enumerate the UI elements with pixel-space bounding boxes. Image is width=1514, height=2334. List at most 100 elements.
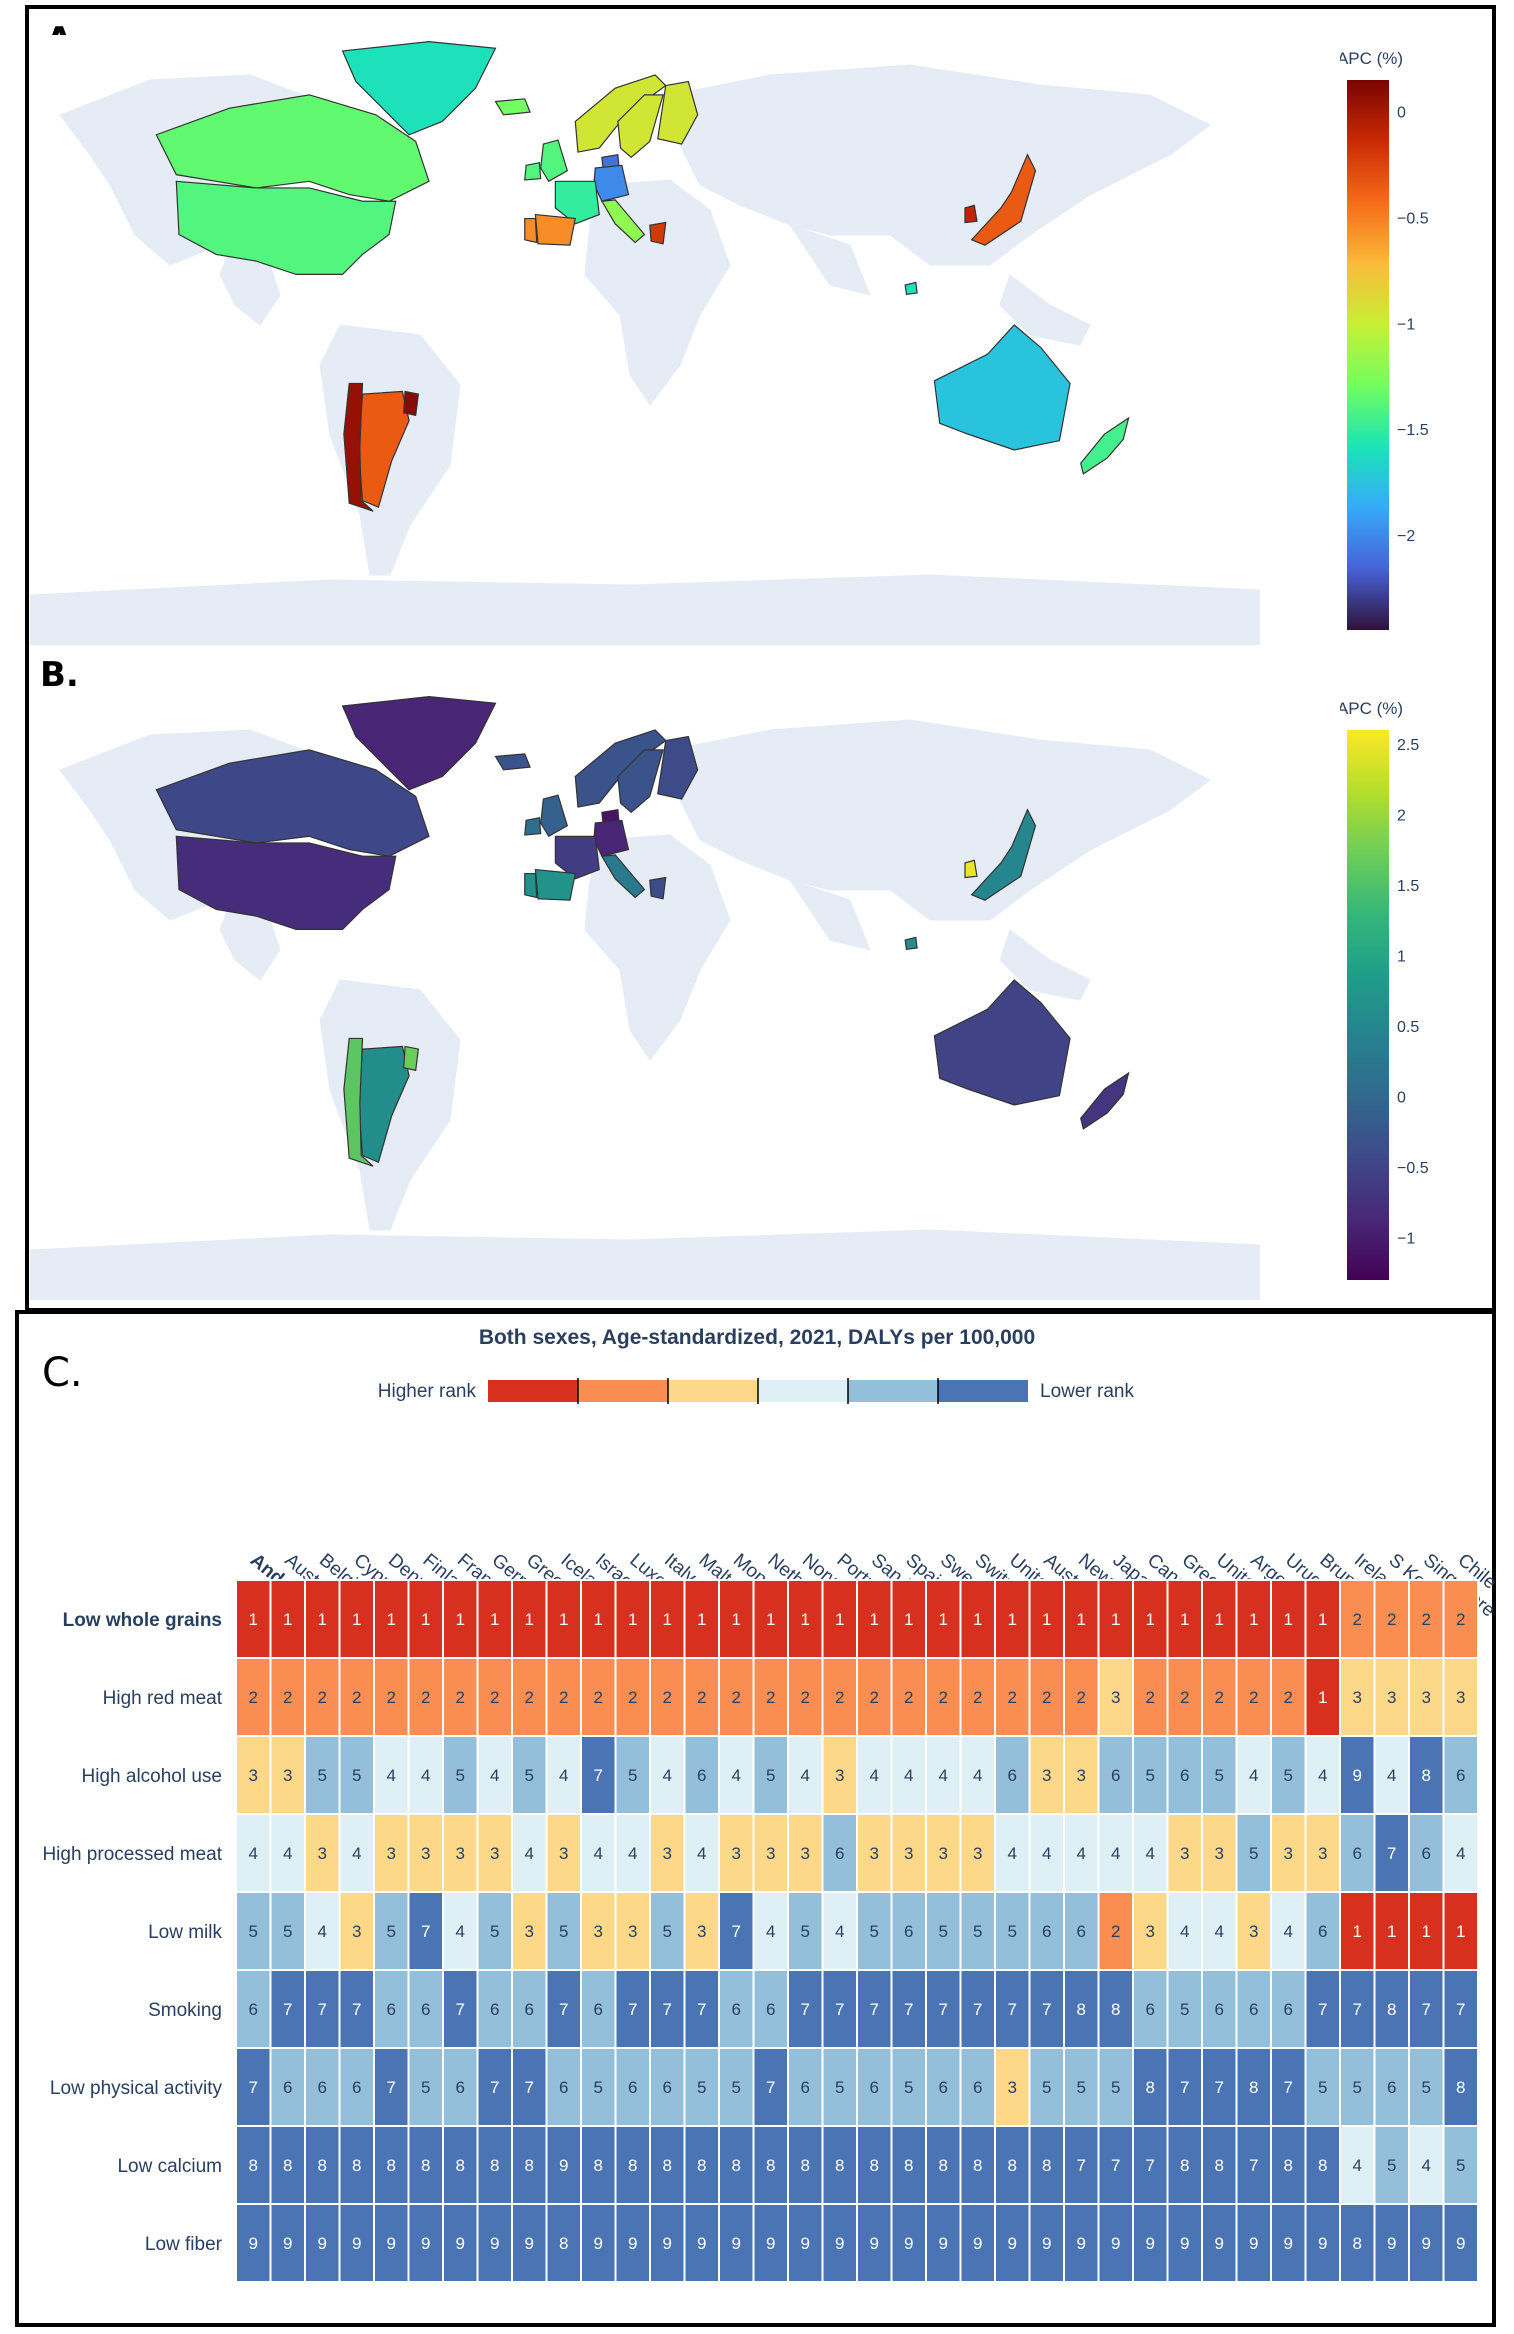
heatmap-value: 7 xyxy=(939,2000,948,2019)
heatmap-value: 9 xyxy=(1387,2234,1396,2253)
heatmap-value: 2 xyxy=(973,1688,982,1707)
heatmap-value: 9 xyxy=(594,2234,603,2253)
heatmap-value: 1 xyxy=(490,1610,499,1629)
legend-lower-rank: Lower rank xyxy=(1040,1381,1134,1402)
panel-a-colorbar: APC (%) 0 −0.5 −1 −1.5 −2 xyxy=(1340,49,1429,630)
heatmap-value: 1 xyxy=(973,1610,982,1629)
heatmap-cell xyxy=(890,1813,927,1893)
heatmap-value: 5 xyxy=(973,1922,982,1941)
heatmap-value: 5 xyxy=(1249,1844,1258,1863)
heatmap-value: 4 xyxy=(456,1922,465,1941)
heatmap-value: 5 xyxy=(352,1766,361,1785)
heatmap-cell xyxy=(718,2203,755,2283)
heatmap-value: 1 xyxy=(1456,1922,1465,1941)
heatmap-value: 8 xyxy=(870,2156,879,2175)
heatmap-value: 9 xyxy=(387,2234,396,2253)
panel-a-colorbar-tick: −0.5 xyxy=(1397,211,1429,228)
heatmap-value: 1 xyxy=(1215,1610,1224,1629)
heatmap-value: 4 xyxy=(1008,1844,1017,1863)
heatmap-cell xyxy=(787,1969,824,2049)
legend-swatch xyxy=(938,1380,1028,1402)
heatmap-value: 4 xyxy=(1318,1766,1327,1785)
country-australia xyxy=(933,324,1071,451)
heatmap-cell xyxy=(1442,1579,1479,1659)
heatmap-value: 6 xyxy=(456,2078,465,2097)
heatmap-cell xyxy=(1063,1969,1100,2049)
heatmap-value: 2 xyxy=(939,1688,948,1707)
heatmap-value: 4 xyxy=(283,1844,292,1863)
heatmap-value: 6 xyxy=(525,2000,534,2019)
country-sweden xyxy=(617,749,664,814)
panel-b-colorbar-tick: 2.5 xyxy=(1397,737,1419,754)
heatmap-value: 3 xyxy=(1456,1688,1465,1707)
heatmap-value: 9 xyxy=(1284,2234,1293,2253)
heatmap-cell xyxy=(1304,2125,1341,2205)
heatmap-value: 1 xyxy=(1284,1610,1293,1629)
heatmap-value: 1 xyxy=(318,1610,327,1629)
heatmap-value: 7 xyxy=(421,1922,430,1941)
heatmap-cell xyxy=(1270,1657,1307,1737)
heatmap-value: 1 xyxy=(283,1610,292,1629)
heatmap-value: 5 xyxy=(1422,2078,1431,2097)
heatmap-cell xyxy=(338,2203,375,2283)
heatmap-value: 7 xyxy=(1249,2156,1258,2175)
heatmap-value: 3 xyxy=(525,1922,534,1941)
heatmap-value: 8 xyxy=(1249,2078,1258,2097)
heatmap-value: 8 xyxy=(628,2156,637,2175)
legend-swatch xyxy=(578,1380,668,1402)
heatmap-value: 7 xyxy=(594,1766,603,1785)
heatmap-cell xyxy=(1442,1735,1479,1815)
heatmap-value: 8 xyxy=(525,2156,534,2175)
heatmap-value: 8 xyxy=(490,2156,499,2175)
heatmap-value: 9 xyxy=(939,2234,948,2253)
country-greenland xyxy=(341,696,497,791)
heatmap-value: 9 xyxy=(559,2156,568,2175)
heatmap-cell xyxy=(580,2203,617,2283)
heatmap-value: 1 xyxy=(732,1610,741,1629)
heatmap-value: 4 xyxy=(1042,1844,1051,1863)
heatmap-cell xyxy=(338,2125,375,2205)
country-uruguay xyxy=(403,390,420,417)
heatmap-value: 5 xyxy=(1318,2078,1327,2097)
heatmap-value: 8 xyxy=(1008,2156,1017,2175)
heatmap-cell xyxy=(545,1813,582,1893)
heatmap-value: 9 xyxy=(1042,2234,1051,2253)
country-spain xyxy=(534,213,577,246)
heatmap-value: 3 xyxy=(628,1922,637,1941)
heatmap-value: 7 xyxy=(1042,2000,1051,2019)
heatmap-value: 9 xyxy=(835,2234,844,2253)
heatmap-cell xyxy=(1201,2203,1238,2283)
heatmap-cell xyxy=(235,1891,272,1971)
heatmap-value: 8 xyxy=(1215,2156,1224,2175)
country-iceland xyxy=(494,753,531,771)
heatmap-value: 8 xyxy=(973,2156,982,2175)
heatmap-value: 1 xyxy=(387,1610,396,1629)
country-chile xyxy=(343,1037,374,1167)
heatmap-cell xyxy=(1339,1735,1376,1815)
heatmap-value: 3 xyxy=(490,1844,499,1863)
heatmap-cell xyxy=(1373,2203,1410,2283)
heatmap-cell xyxy=(1442,2125,1479,2205)
heatmap-cell xyxy=(959,2203,996,2283)
heatmap-value: 2 xyxy=(1249,1688,1258,1707)
heatmap-value: 2 xyxy=(352,1688,361,1707)
heatmap-cell xyxy=(545,2203,582,2283)
heatmap-value: 2 xyxy=(766,1688,775,1707)
heatmap-cell xyxy=(683,1579,720,1659)
country-france xyxy=(554,180,600,225)
heatmap-value: 3 xyxy=(594,1922,603,1941)
panel-a-colorbar-tick: −1.5 xyxy=(1397,422,1429,439)
heatmap-value: 7 xyxy=(1422,2000,1431,2019)
heatmap-value: 5 xyxy=(766,1766,775,1785)
country-portugal xyxy=(524,217,538,244)
heatmap-value: 7 xyxy=(1008,2000,1017,2019)
country-united-states xyxy=(175,180,397,275)
panel-b-colorbar-tick: −0.5 xyxy=(1397,1160,1429,1177)
heatmap-cell xyxy=(718,1657,755,1737)
heatmap-value: 6 xyxy=(697,1766,706,1785)
heatmap-value: 5 xyxy=(1042,2078,1051,2097)
heatmap-value: 3 xyxy=(732,1844,741,1863)
heatmap-value: 9 xyxy=(1008,2234,1017,2253)
heatmap-cell xyxy=(304,2203,341,2283)
heatmap-value: 6 xyxy=(387,2000,396,2019)
